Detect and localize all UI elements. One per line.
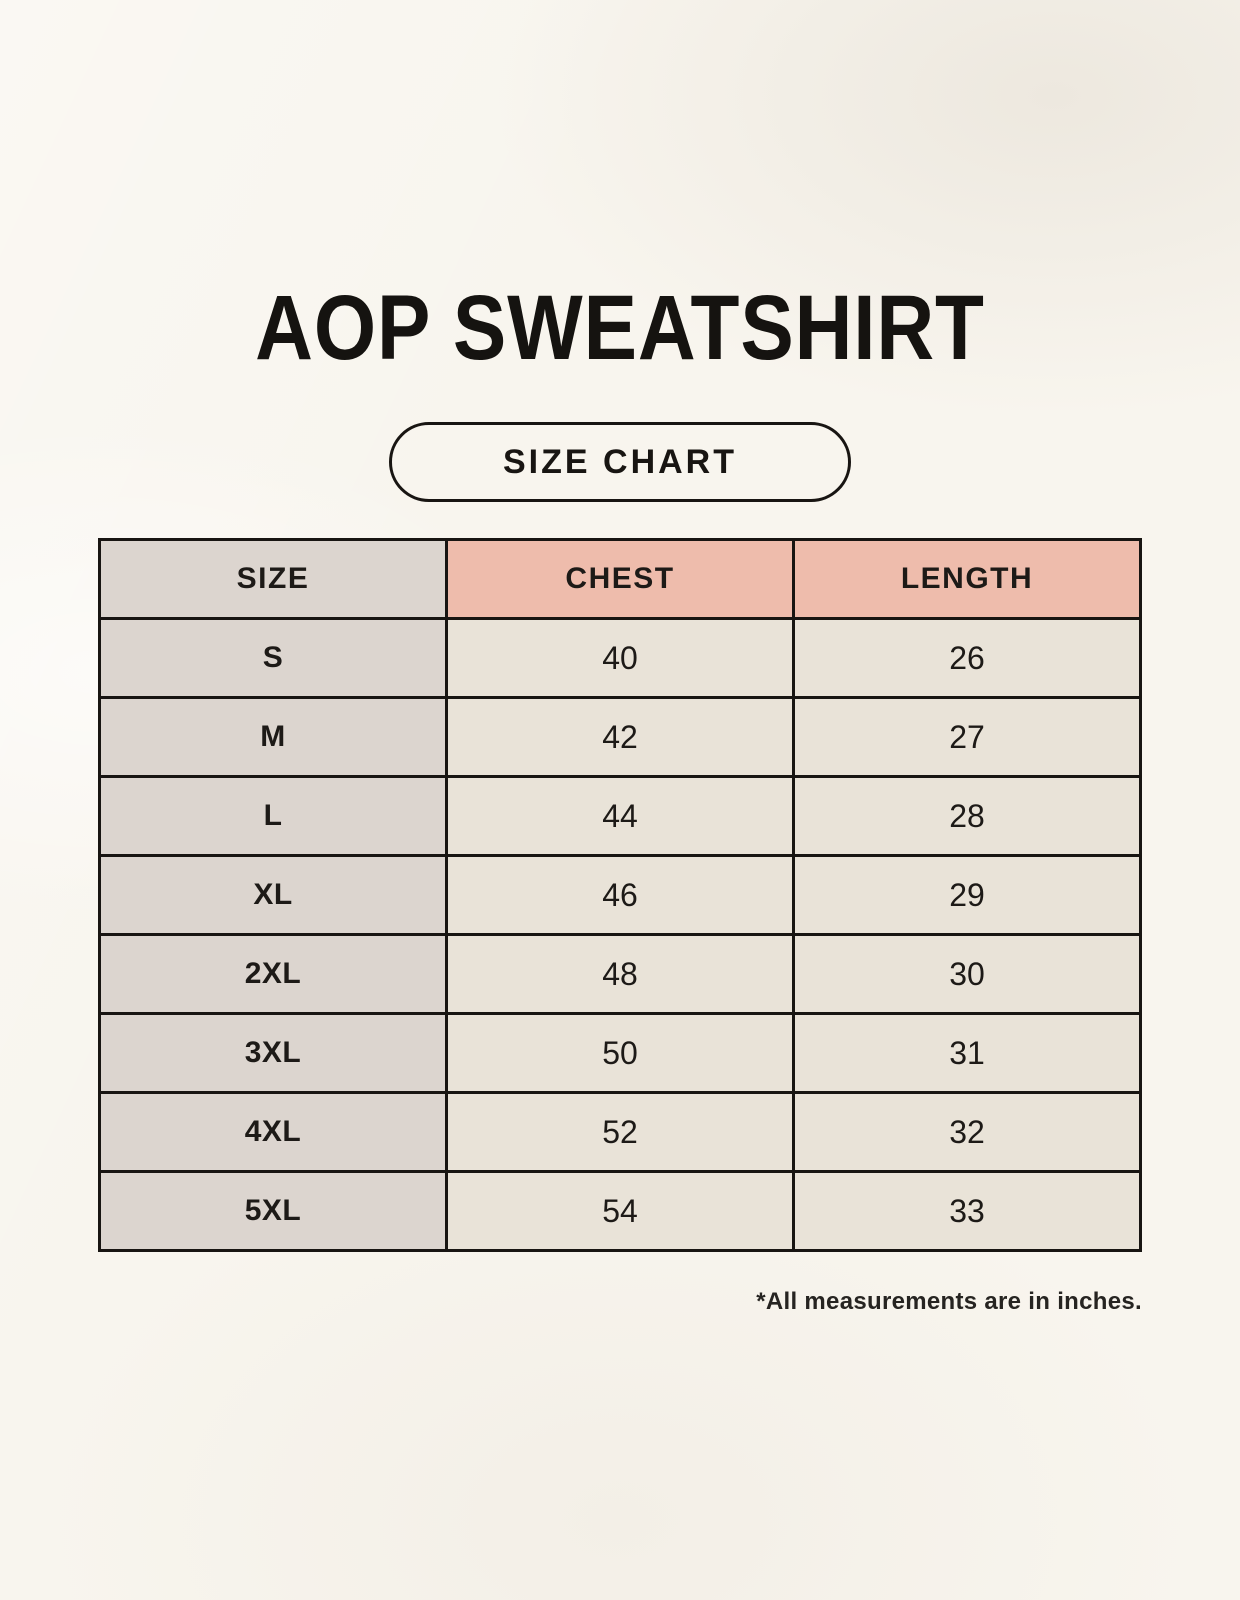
chest-value: 52 [445, 1091, 795, 1173]
size-chart-badge: SIZE CHART [389, 422, 851, 502]
table-row: M 42 27 [98, 696, 1142, 778]
column-header-chest: CHEST [445, 538, 795, 620]
table-row: S 40 26 [98, 617, 1142, 699]
size-label: 4XL [98, 1091, 448, 1173]
chest-value: 54 [445, 1170, 795, 1252]
page-title: AOP SWEATSHIRT [255, 277, 985, 379]
size-label: S [98, 617, 448, 699]
chest-value: 40 [445, 617, 795, 699]
size-label: 5XL [98, 1170, 448, 1252]
chest-value: 46 [445, 854, 795, 936]
length-value: 28 [792, 775, 1142, 857]
chest-value: 44 [445, 775, 795, 857]
size-label: L [98, 775, 448, 857]
size-chart-badge-label: SIZE CHART [503, 442, 737, 481]
table-row: 5XL 54 33 [98, 1170, 1142, 1252]
chest-value: 42 [445, 696, 795, 778]
length-value: 32 [792, 1091, 1142, 1173]
size-label: M [98, 696, 448, 778]
length-value: 30 [792, 933, 1142, 1015]
column-header-length: LENGTH [792, 538, 1142, 620]
table-header-row: SIZE CHEST LENGTH [98, 538, 1142, 620]
size-label: 3XL [98, 1012, 448, 1094]
length-value: 29 [792, 854, 1142, 936]
table-row: L 44 28 [98, 775, 1142, 857]
table-row: 2XL 48 30 [98, 933, 1142, 1015]
length-value: 33 [792, 1170, 1142, 1252]
chest-value: 50 [445, 1012, 795, 1094]
size-label: XL [98, 854, 448, 936]
chest-value: 48 [445, 933, 795, 1015]
length-value: 27 [792, 696, 1142, 778]
table-row: 4XL 52 32 [98, 1091, 1142, 1173]
size-label: 2XL [98, 933, 448, 1015]
column-header-size: SIZE [98, 538, 448, 620]
table-row: 3XL 50 31 [98, 1012, 1142, 1094]
measurements-footnote: *All measurements are in inches. [756, 1288, 1142, 1315]
size-chart-table: SIZE CHEST LENGTH S 40 26 M 42 27 L 44 2… [98, 538, 1142, 1252]
length-value: 26 [792, 617, 1142, 699]
length-value: 31 [792, 1012, 1142, 1094]
table-row: XL 46 29 [98, 854, 1142, 936]
